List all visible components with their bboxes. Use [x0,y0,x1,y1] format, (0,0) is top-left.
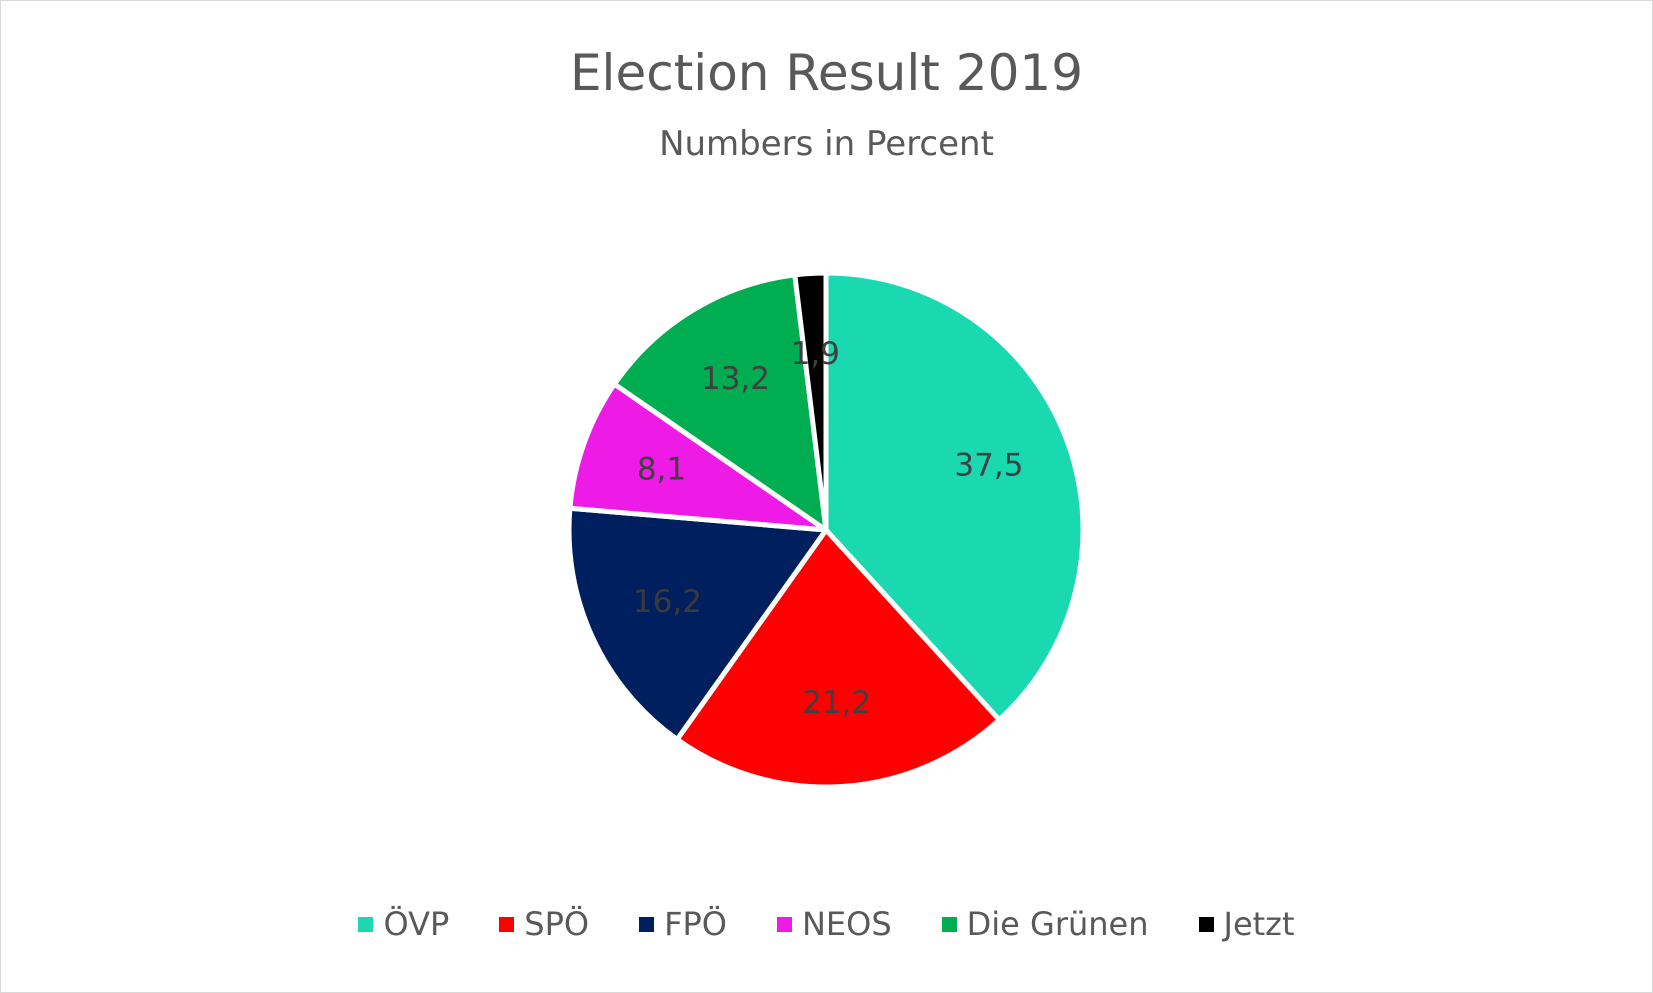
legend-label-neos: NEOS [801,905,892,943]
chart-title: Election Result 2019 [569,44,1084,102]
pie-data-labels: 37,5 21,2 16,2 8,1 13,2 1,9 [633,336,1024,721]
legend-swatch-spo [499,916,515,932]
data-label-fpo: 16,2 [633,584,702,620]
legend-swatch-neos [776,916,792,932]
legend-label-ovp: ÖVP [383,905,450,943]
legend-swatch-fpo [639,916,655,932]
legend: ÖVP SPÖ FPÖ NEOS Die Grünen Jetzt [0,905,1653,943]
legend-item-neos: NEOS [776,905,892,943]
legend-label-spo: SPÖ [524,905,590,943]
legend-item-jetzt: Jetzt [1198,905,1295,943]
pie-slice-neos [567,381,829,533]
pie-slices [566,270,1086,790]
data-label-spo: 21,2 [802,685,871,721]
data-label-ovp: 37,5 [954,447,1023,483]
legend-item-spo: SPÖ [499,905,589,943]
legend-swatch-die-grunen [941,916,957,932]
legend-label-jetzt: Jetzt [1223,905,1295,943]
legend-swatch-jetzt [1198,916,1214,932]
pie-slice-spo [674,527,1002,790]
legend-item-die-grunen: Die Grünen [941,905,1149,943]
legend-swatch-ovp [358,916,374,932]
chart-subtitle: Numbers in Percent [659,124,994,164]
pie-slice-ovp [823,270,1086,723]
legend-item-ovp: ÖVP [358,905,449,943]
data-label-neos: 8,1 [637,452,686,488]
legend-label-fpo: FPÖ [664,905,727,943]
pie-slice-die-grunen [611,272,829,533]
legend-item-fpo: FPÖ [639,905,727,943]
pie-slice-jetzt [792,270,829,533]
data-label-die-grunen: 13,2 [701,361,770,397]
legend-label-die-grunen: Die Grünen [966,905,1149,943]
data-label-jetzt: 1,9 [791,336,840,372]
pie-slice-fpo [566,505,829,742]
